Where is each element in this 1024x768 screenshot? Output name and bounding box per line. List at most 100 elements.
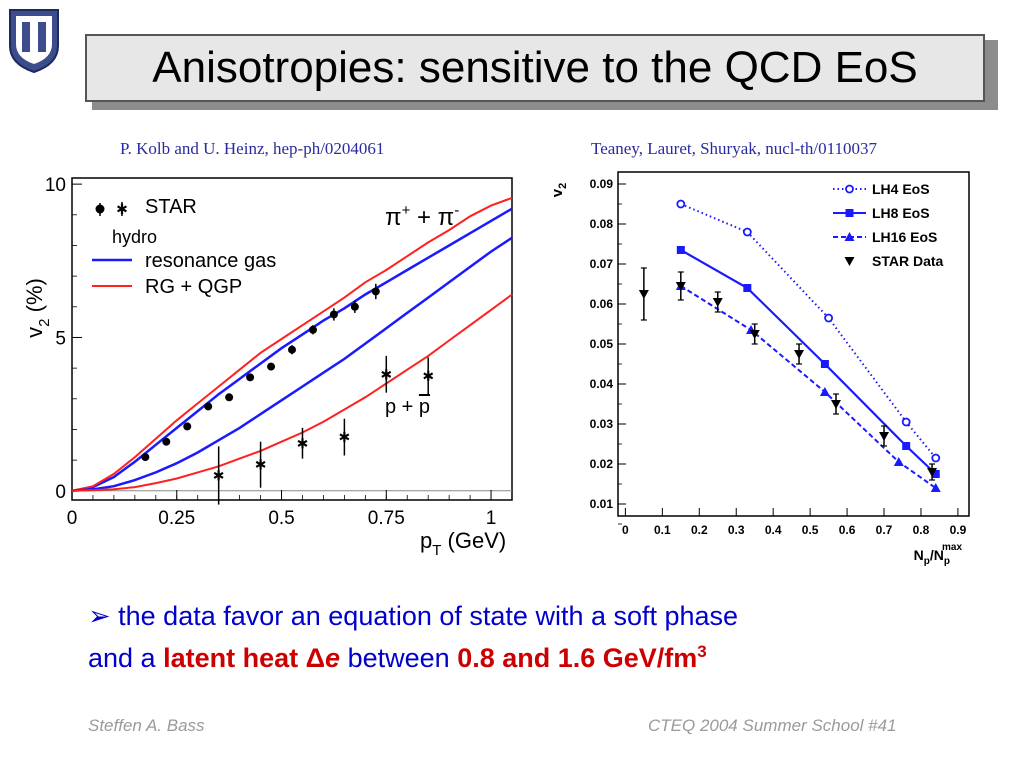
y-tick-label: 0.09 [590,177,614,191]
annotation-pion-plus: + [402,202,411,219]
data-point-lh8-eos [676,246,685,254]
bullet-text-2: and a [88,643,156,673]
chart-v2-vs-npart: 0 0.1 0.2 0.3 0.4 0.5 0.6 0.7 0.8 0.9 0.01 0.02 0.03… [546,168,976,573]
x-tick-label: 0.6 [839,523,856,537]
y-tick-label: 0.04 [590,377,614,391]
curve-red-proton [71,293,513,492]
title-box: Anisotropies: sensitive to the QCD EoS [85,34,985,102]
y-axis-label-sub: 2 [557,183,569,189]
y-tick-label: 0.01 [590,497,614,511]
data-point-pion [350,302,359,311]
y-tick-label: 0.07 [590,257,614,271]
chart-v2-vs-pt: 0 0.25 0.5 0.75 1 0 5 10 ✱ ✱ ✱ ✱ ✱ ✱ ✱ STAR hydro re… [20,168,520,563]
legend-star-asterisk-marker: ✱ [116,201,128,217]
data-point-pion [267,362,276,371]
data-point-star-data [712,298,723,307]
bullet-arrow-icon: ➢ [88,601,111,631]
annotation-proton: p + p [385,396,430,418]
x-tick-label: 0.2 [691,523,708,537]
data-point-proton: ✱ [339,429,351,445]
chart-v2-vs-npart-svg: 0 0.1 0.2 0.3 0.4 0.5 0.6 0.7 0.8 0.9 0.01 0.02 0.03… [549,171,970,567]
x-axis-label-sub2: p [944,556,950,567]
bullet-text-1: the data favor an equation of state with… [118,601,739,631]
x-tick-label: 0 [622,523,629,537]
bullet-energy-range: 0.8 and 1.6 GeV/fm3 [457,642,707,673]
x-tick-label: 0.3 [728,523,745,537]
annotation-pion-mid: + π [410,204,454,231]
annotation-proton-base: p + [385,396,419,418]
y-axis-label: v2 (%) [22,278,53,338]
data-point-pion [141,453,150,462]
x-axis-label-sup: max [942,542,962,553]
data-point-lh8-eos [743,284,752,292]
x-axis-label: pT (GeV) [420,528,506,559]
x-tick-label: 0.8 [913,523,930,537]
legend-label-lh8-eos: LH8 EoS [872,205,930,221]
data-point-proton: ✱ [380,366,392,382]
y-tick-label: 5 [55,328,66,349]
data-point-lh8-eos [931,470,940,478]
legend-star-label: STAR [145,196,197,218]
y-tick-label: 0.08 [590,217,614,231]
data-point-pion [225,393,234,402]
legend-resonance-label: resonance gas [145,250,276,272]
y-tick-label: 10 [45,175,66,196]
citation-teaney-lauret-shuryak: Teaney, Lauret, Shuryak, nucl-th/0110037 [591,139,877,158]
data-point-lh4-eos [931,453,941,463]
data-point-star-data [830,400,841,409]
x-tick-label: 0.7 [876,523,893,537]
data-point-star-data [794,350,805,359]
legend-marker-star-data [844,257,855,266]
curve-lh8-eos [680,249,937,475]
energy-range-sup: 3 [697,642,707,661]
legend-label-lh16-eos: LH16 EoS [872,229,937,245]
plot-frame [71,177,513,501]
data-point-pion [183,422,192,431]
data-point-lh4-eos [901,417,911,427]
y-tick-label: 0.06 [590,297,614,311]
data-point-pion [288,345,296,354]
y-tick-label: 0.02 [590,457,614,471]
data-point-star-data [927,468,938,477]
curve-blue-proton [71,236,513,493]
annotation-pion: π+ + π- [385,202,459,231]
x-tick-label: 0.25 [158,508,195,529]
x-tick-label: 0.9 [950,523,967,537]
data-point-lh16-eos [819,387,830,396]
y-tick-label: 0 [55,482,66,503]
energy-range-text: 0.8 and 1.6 GeV/fm [457,643,698,673]
legend-star-dot-marker [95,204,105,214]
data-point-star-data [638,290,649,299]
data-point-pion [329,310,338,319]
legend-marker-lh4-eos [845,184,854,194]
footer-author: Steffen A. Bass [88,716,205,735]
data-point-pion [246,373,255,382]
data-point-pion [308,325,317,334]
legend-label-lh4-eos: LH4 EoS [872,181,930,197]
bullet-text-3: between [347,643,450,673]
data-point-lh4-eos [824,313,834,323]
plot-frame [617,171,970,517]
bullet-latent-heat: latent heat Δe [163,643,340,673]
data-point-proton: ✱ [255,457,267,473]
data-point-lh16-eos [893,457,904,466]
y-tick-label: 0.03 [590,417,614,431]
data-point-star-data [749,330,760,339]
x-axis-label-mid: /N [930,547,944,563]
conclusion-bullet: ➢ the data favor an equation of state wi… [88,598,948,676]
y-tick-label: 0.05 [590,337,614,351]
x-tick-label: 0.1 [654,523,671,537]
annotation-pion-minus: - [454,202,459,219]
x-axis-label: Np/Np max [914,542,963,567]
data-point-star-data [675,282,686,291]
legend-marker-lh8-eos [845,209,854,217]
x-tick-label: 0.4 [765,523,782,537]
legend-rgqgp-label: RG + QGP [145,276,242,298]
data-point-pion [204,402,213,411]
x-tick-label: 0 [67,508,78,529]
annotation-pion-base: π [385,204,402,231]
curve-red-pion [71,196,513,492]
slide-title: Anisotropies: sensitive to the QCD EoS [152,43,918,92]
duke-university-logo [9,9,59,74]
